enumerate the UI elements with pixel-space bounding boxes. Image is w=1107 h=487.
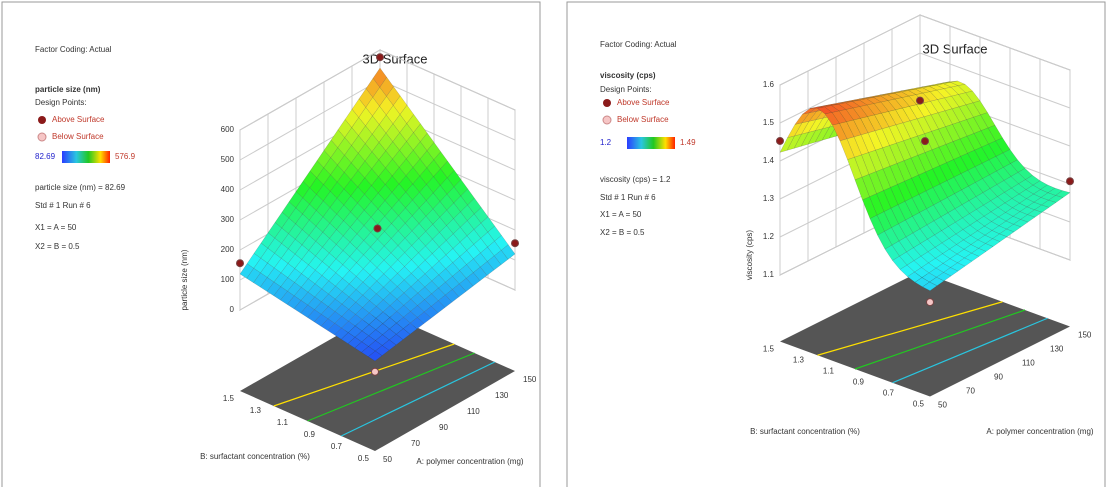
contour-line: [340, 361, 496, 437]
info-line: viscosity (cps) = 1.2: [600, 175, 671, 184]
response-name: particle size (nm): [35, 85, 101, 94]
contour-line: [854, 309, 1026, 370]
factor-coding: Factor Coding: Actual: [35, 45, 112, 54]
color-bar: [627, 137, 675, 149]
y-tick-label: 1.5: [763, 345, 775, 354]
z-tick-label: 1.4: [763, 156, 775, 165]
panel-border: [566, 1, 1106, 487]
x-tick-label: 150: [523, 375, 537, 384]
y-tick-label: 1.1: [277, 418, 289, 427]
x-tick-label: 110: [467, 407, 480, 416]
design-point: [511, 239, 519, 248]
x-tick-label: 70: [966, 387, 975, 396]
contour-floor: [240, 311, 515, 451]
response-name: viscosity (cps): [600, 71, 656, 80]
below-marker: [602, 115, 612, 125]
info-line: Std # 1 Run # 6: [600, 193, 656, 202]
y-tick-label: 0.9: [853, 378, 865, 387]
info-line: X2 = B = 0.5: [600, 228, 645, 237]
y-tick-label: 0.7: [331, 442, 343, 451]
x-axis-label: A: polymer concentration (mg): [416, 457, 523, 466]
design-point: [236, 259, 244, 268]
range-min: 82.69: [35, 152, 56, 161]
x-tick-label: 50: [383, 455, 392, 464]
y-axis-label: B: surfactant concentration (%): [200, 452, 310, 461]
design-point: [776, 136, 784, 145]
legend-entry: Above Surface: [617, 98, 670, 107]
design-point: [926, 298, 934, 307]
design-points: Design Points:: [600, 85, 652, 94]
y-tick-label: 1.3: [250, 406, 262, 415]
x-tick-label: 110: [1022, 359, 1035, 368]
chart-title: 3D Surface: [922, 41, 987, 56]
surface-cell: [922, 281, 938, 291]
info-line: X1 = A = 50: [35, 223, 77, 232]
x-tick-label: 130: [1050, 345, 1064, 354]
chart-title: 3D Surface: [362, 51, 427, 66]
design-point: [1066, 177, 1074, 186]
info-line: X2 = B = 0.5: [35, 242, 80, 251]
z-tick-label: 300: [221, 215, 235, 224]
z-axis-label: particle size (nm): [180, 249, 189, 310]
color-bar: [62, 151, 110, 163]
y-tick-label: 0.9: [304, 430, 316, 439]
info-line: particle size (nm) = 82.69: [35, 183, 126, 192]
above-marker: [38, 116, 46, 124]
y-tick-label: 1.3: [793, 356, 805, 365]
x-tick-label: 90: [994, 373, 1003, 382]
above-marker: [603, 99, 611, 107]
contour-line: [817, 301, 1003, 356]
y-axis-label: B: surfactant concentration (%): [750, 427, 860, 436]
contour-floor: [780, 271, 1070, 397]
legend-entry: Below Surface: [617, 115, 669, 124]
surface-cell: [367, 350, 383, 362]
x-tick-label: 50: [938, 401, 947, 410]
y-tick-label: 0.5: [358, 454, 370, 463]
z-tick-label: 1.3: [763, 194, 775, 203]
below-marker: [37, 132, 47, 142]
contour-line: [307, 352, 475, 422]
z-axis-label: viscosity (cps): [745, 230, 754, 281]
z-tick-label: 1.5: [763, 118, 775, 127]
y-tick-label: 0.5: [913, 400, 925, 409]
x-tick-label: 70: [411, 439, 420, 448]
design-point: [921, 137, 929, 146]
x-tick-label: 150: [1078, 331, 1092, 340]
x-tick-label: 90: [439, 423, 448, 432]
legend-entry: Above Surface: [52, 115, 105, 124]
design-point: [376, 53, 384, 62]
z-tick-label: 200: [221, 245, 235, 254]
range-max: 576.9: [115, 152, 136, 161]
y-tick-label: 0.7: [883, 389, 895, 398]
info-line: X1 = A = 50: [600, 210, 642, 219]
z-tick-label: 400: [221, 185, 235, 194]
z-tick-label: 1.6: [763, 80, 775, 89]
z-tick-label: 1.2: [763, 232, 775, 241]
x-axis-label: A: polymer concentration (mg): [986, 427, 1093, 436]
design-point: [371, 367, 379, 376]
z-tick-label: 600: [221, 125, 235, 134]
design-point: [916, 96, 924, 105]
range-max: 1.49: [680, 138, 696, 147]
contour-line: [892, 317, 1048, 384]
x-tick-label: 130: [495, 391, 509, 400]
legend-entry: Below Surface: [52, 132, 104, 141]
panel-border: [1, 1, 541, 487]
range-min: 1.2: [600, 138, 612, 147]
design-point: [373, 224, 382, 233]
y-tick-label: 1.5: [223, 394, 235, 403]
z-tick-label: 500: [221, 155, 235, 164]
contour-line: [273, 343, 455, 407]
design-points: Design Points:: [35, 98, 87, 107]
z-tick-label: 0: [230, 305, 235, 314]
y-tick-label: 1.1: [823, 367, 835, 376]
z-tick-label: 100: [221, 275, 235, 284]
z-tick-label: 1.1: [763, 270, 775, 279]
info-line: Std # 1 Run # 6: [35, 201, 91, 210]
factor-coding: Factor Coding: Actual: [600, 40, 677, 49]
